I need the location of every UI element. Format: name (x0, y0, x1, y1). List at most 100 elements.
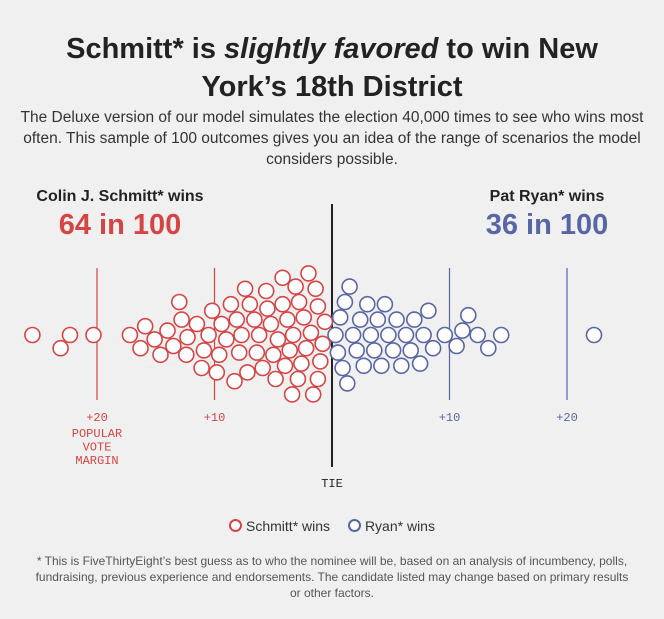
ryan-outcome-dot (348, 342, 366, 359)
footnote: * This is FiveThirtyEight’s best guess a… (35, 554, 629, 600)
schmitt-outcome-dot (314, 335, 331, 353)
schmitt-outcome-dot (121, 326, 139, 344)
schmitt-outcome-dot (267, 370, 284, 388)
ryan-outcome-dot (384, 342, 402, 359)
schmitt-label: Colin J. Schmitt* wins (36, 188, 204, 205)
schmitt-outcome-dot (188, 315, 206, 333)
title-suffix: to win New York’s 18th District (201, 33, 598, 103)
ryan-outcome-dot (334, 359, 351, 377)
schmitt-outcome-dot (297, 339, 315, 357)
schmitt-outcome-dot (61, 326, 79, 344)
schmitt-outcome-dot (246, 311, 263, 328)
tick-label: +10 (439, 411, 461, 425)
schmitt-outcome-dot (309, 298, 327, 315)
schmitt-outcome-dot (264, 346, 282, 364)
ryan-outcome-dot (420, 302, 437, 320)
schmitt-outcome-dot (302, 324, 320, 342)
tie-label: TIE (321, 477, 343, 491)
schmitt-outcome-dot (195, 342, 213, 359)
legend-label-ryan: Ryan* wins (364, 518, 435, 534)
tick-label: +20 (86, 411, 108, 425)
ryan-outcome-dot (469, 326, 487, 344)
legend-marker-ryan (347, 519, 361, 532)
axis-caption-line: POPULAR (72, 427, 122, 441)
schmitt-outcome-dot (203, 302, 221, 320)
schmitt-outcome-dot (173, 311, 190, 328)
legend-item-schmitt: Schmitt* wins (229, 518, 330, 534)
schmitt-outcome-dot (254, 359, 272, 377)
schmitt-outcome-dot (283, 386, 301, 403)
ryan-outcome-dot (327, 326, 344, 344)
schmitt-outcome-dot (213, 315, 230, 333)
ryan-outcome-dot (380, 326, 397, 344)
legend-item-ryan: Ryan* wins (347, 518, 435, 534)
ryan-outcome-dot (415, 326, 432, 344)
ryan-outcome-dot (331, 309, 349, 326)
schmitt-outcome-dot (52, 339, 69, 357)
schmitt-outcome-dot (236, 280, 254, 298)
schmitt-outcome-dot (262, 315, 280, 333)
schmitt-outcome-dot (152, 346, 169, 364)
schmitt-outcome-dot (300, 265, 317, 282)
schmitt-outcome-dot (218, 331, 235, 348)
schmitt-outcome-dot (146, 331, 163, 348)
ryan-outcome-dot (405, 311, 423, 328)
tick-label: +20 (556, 411, 578, 425)
schmitt-outcome-dot (193, 359, 210, 377)
ryan-outcome-dot (351, 311, 369, 328)
ryan-outcome-dot (338, 375, 356, 392)
schmitt-outcome-dot (276, 357, 294, 375)
chart-title: Schmitt* is slightly favored to win New … (20, 30, 644, 106)
ryan-outcome-dot (424, 339, 442, 357)
ryan-label: Pat Ryan* wins (489, 188, 605, 205)
schmitt-outcome-dot (279, 311, 296, 328)
ryan-outcome-dot (479, 339, 497, 357)
schmitt-outcome-dot (257, 282, 275, 300)
axis-caption-line: MARGIN (75, 454, 118, 468)
ryan-outcome-dot (365, 342, 383, 359)
ryan-outcome-dot (341, 278, 358, 295)
title-prefix: Schmitt* is (66, 33, 225, 65)
ryan-outcome-dot (373, 357, 390, 375)
schmitt-outcome-dot (200, 326, 217, 344)
schmitt-outcome-dot (290, 293, 308, 311)
schmitt-outcome-dot (248, 344, 266, 361)
title-emphasis: slightly favored (224, 33, 439, 65)
ryan-outcome-dot (459, 306, 477, 324)
ryan-outcome-dot (411, 355, 429, 372)
schmitt-outcome-dot (85, 326, 102, 344)
schmitt-outcome-dot (159, 322, 176, 339)
ryan-outcome-dot (454, 322, 471, 339)
schmitt-outcome-dot (226, 372, 243, 390)
schmitt-outcome-dot (165, 337, 182, 355)
schmitt-outcome-dot (274, 269, 291, 287)
ryan-outcome-dot (369, 311, 387, 328)
schmitt-outcome-dot (269, 331, 287, 348)
ryan-outcome-dot (344, 326, 362, 344)
schmitt-outcome-dot (284, 326, 302, 344)
schmitt-outcome-dot (289, 370, 307, 388)
ryan-outcome-dot (436, 326, 454, 344)
schmitt-outcome-dot (24, 326, 41, 344)
schmitt-outcome-dot (250, 326, 268, 344)
ryan-outcome-dot (336, 293, 354, 311)
ryan-outcome-dot (388, 311, 405, 328)
ryan-outcome-dot (585, 326, 603, 344)
schmitt-outcome-dot (287, 278, 304, 295)
schmitt-summary: Colin J. Schmitt* wins 64 in 100 (20, 186, 220, 242)
ryan-outcome-dot (397, 326, 415, 344)
ryan-outcome-dot (362, 326, 380, 344)
ryan-outcome-dot (448, 337, 465, 355)
schmitt-outcome-dot (208, 364, 226, 381)
chart-subtitle: The Deluxe version of our model simulate… (20, 109, 644, 168)
ryan-outcome-dot (392, 357, 410, 375)
schmitt-outcome-dot (210, 346, 228, 364)
ryan-outcome-dot (376, 295, 394, 313)
schmitt-count: 64 in 100 (58, 209, 182, 241)
schmitt-outcome-dot (136, 317, 154, 335)
schmitt-outcome-dot (281, 342, 299, 359)
ryan-outcome-dot (355, 357, 373, 375)
schmitt-outcome-dot (230, 344, 248, 361)
schmitt-outcome-dot (132, 339, 149, 357)
ryan-outcome-dot (492, 326, 510, 344)
